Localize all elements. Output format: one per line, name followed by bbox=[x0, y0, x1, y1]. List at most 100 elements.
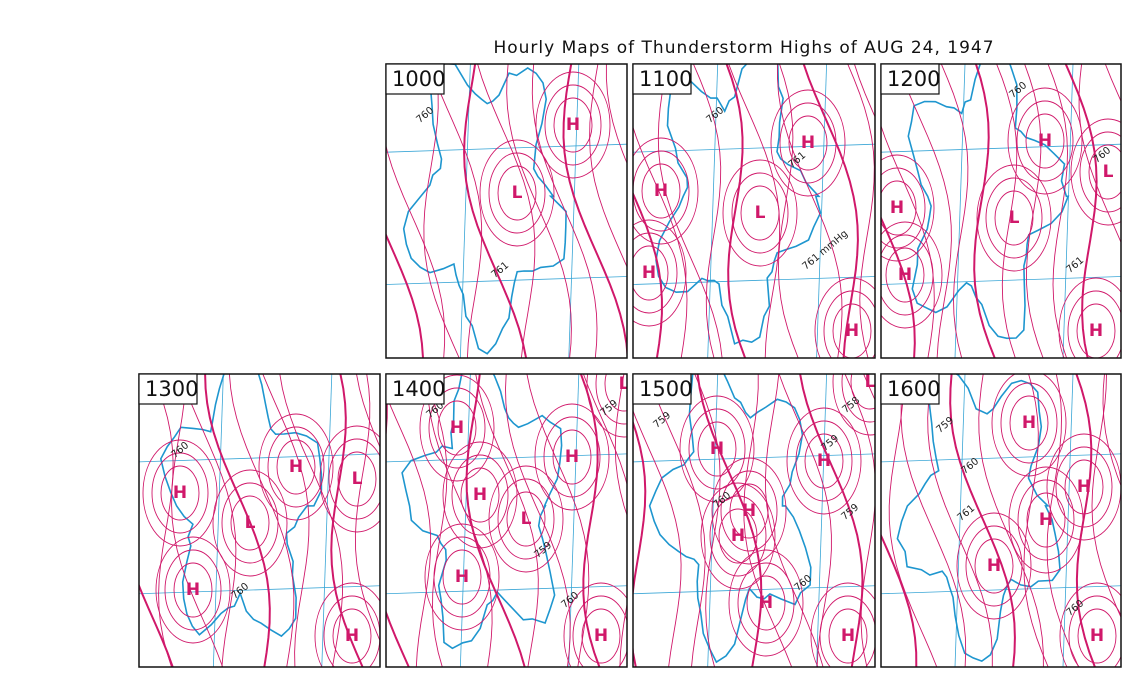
isobar bbox=[973, 64, 996, 358]
isobar-closed bbox=[1016, 100, 1074, 182]
isobar bbox=[152, 374, 174, 667]
graticule bbox=[633, 143, 875, 153]
pressure-center: L bbox=[521, 509, 532, 529]
pressure-center: H bbox=[450, 418, 464, 438]
isobar bbox=[427, 374, 493, 667]
isobar bbox=[996, 64, 1018, 358]
pressure-center: L bbox=[619, 374, 630, 394]
panel-time: 1100 bbox=[639, 67, 692, 91]
isobar bbox=[633, 409, 682, 667]
pressure-center: L bbox=[865, 372, 876, 392]
isobar bbox=[505, 374, 571, 667]
isobar-closed bbox=[1008, 466, 1084, 574]
isobar-closed bbox=[1000, 382, 1058, 464]
pressure-center: H bbox=[289, 457, 303, 477]
isobar-closed bbox=[142, 439, 218, 547]
pressure-center: L bbox=[245, 513, 256, 533]
isobar bbox=[1064, 64, 1098, 358]
isobar-closed bbox=[328, 438, 380, 520]
time-box bbox=[880, 373, 940, 405]
isobar-closed bbox=[881, 234, 934, 316]
pressure-center: H bbox=[345, 626, 359, 646]
isobar-closed bbox=[337, 451, 377, 507]
isobar bbox=[180, 374, 237, 667]
graticule bbox=[707, 64, 719, 358]
isobar-closed bbox=[428, 387, 486, 469]
panel-time: 1600 bbox=[887, 377, 940, 401]
graticule bbox=[881, 585, 1121, 595]
isobar bbox=[844, 374, 875, 667]
isobar-closed bbox=[828, 608, 868, 664]
isobar-closed bbox=[552, 429, 592, 485]
pressure-center: H bbox=[759, 593, 773, 613]
isobar-closed bbox=[994, 190, 1034, 246]
isobar bbox=[799, 374, 864, 667]
isobar-closed bbox=[832, 303, 872, 358]
isobar-closed bbox=[819, 595, 875, 667]
isobar-closed bbox=[633, 245, 669, 301]
graticule bbox=[568, 374, 580, 667]
isobar bbox=[428, 64, 483, 358]
isobar bbox=[765, 374, 824, 667]
isobar-closed bbox=[595, 374, 627, 425]
isobar-closed bbox=[497, 165, 537, 221]
isobar bbox=[475, 374, 539, 667]
isobar-closed bbox=[586, 374, 627, 438]
pressure-center: H bbox=[1090, 626, 1104, 646]
isobar-closed bbox=[731, 172, 789, 254]
isobar bbox=[777, 64, 799, 358]
isobar-closed bbox=[770, 89, 846, 197]
panel-border bbox=[632, 373, 876, 668]
isobar-closed bbox=[267, 426, 325, 508]
isobar-closed bbox=[1070, 118, 1121, 226]
isobar-closed bbox=[700, 482, 776, 590]
isobar-closed bbox=[976, 164, 1052, 272]
isobar-closed bbox=[711, 457, 787, 565]
panel-border bbox=[880, 373, 1122, 668]
isobar bbox=[853, 64, 875, 118]
graticule bbox=[881, 143, 1121, 153]
isobar-closed bbox=[460, 467, 500, 523]
panel-time: 1200 bbox=[887, 67, 940, 91]
isobar bbox=[1024, 64, 1044, 358]
panel-border bbox=[385, 63, 628, 359]
isobar-closed bbox=[697, 421, 737, 477]
panel-border bbox=[138, 373, 381, 668]
panel-time: 1000 bbox=[392, 67, 445, 91]
isobar bbox=[633, 125, 688, 358]
isobar bbox=[847, 64, 875, 358]
isobar bbox=[743, 374, 793, 667]
isobar bbox=[330, 374, 364, 667]
pressure-center: H bbox=[473, 485, 487, 505]
isobar-closed bbox=[804, 433, 844, 489]
time-box bbox=[385, 373, 445, 405]
isobar bbox=[1091, 374, 1121, 619]
pressure-center: H bbox=[841, 626, 855, 646]
isobar-closed bbox=[688, 408, 746, 490]
isobar-closed bbox=[258, 413, 334, 521]
isobar-closed bbox=[230, 495, 270, 551]
isobar bbox=[386, 393, 432, 667]
isobar bbox=[171, 374, 224, 667]
isobar bbox=[589, 64, 627, 268]
isobar bbox=[900, 374, 967, 667]
isobar bbox=[262, 374, 310, 667]
isobar bbox=[897, 64, 952, 358]
pressure-center: H bbox=[1038, 131, 1052, 151]
pressure-center: H bbox=[566, 115, 580, 135]
figure-title: Hourly Maps of Thunderstorm Highs of AUG… bbox=[493, 38, 994, 58]
isobar bbox=[657, 64, 723, 358]
isobar-closed bbox=[276, 439, 316, 495]
isobar-closed bbox=[151, 452, 209, 534]
isobar bbox=[1023, 374, 1049, 667]
isobar bbox=[978, 374, 1044, 667]
graticule bbox=[633, 585, 875, 595]
isobar-closed bbox=[221, 482, 279, 564]
isobar-closed bbox=[488, 465, 564, 573]
isobar-closed bbox=[881, 167, 926, 249]
isobar-closed bbox=[722, 159, 798, 267]
isobar-closed bbox=[437, 400, 477, 456]
